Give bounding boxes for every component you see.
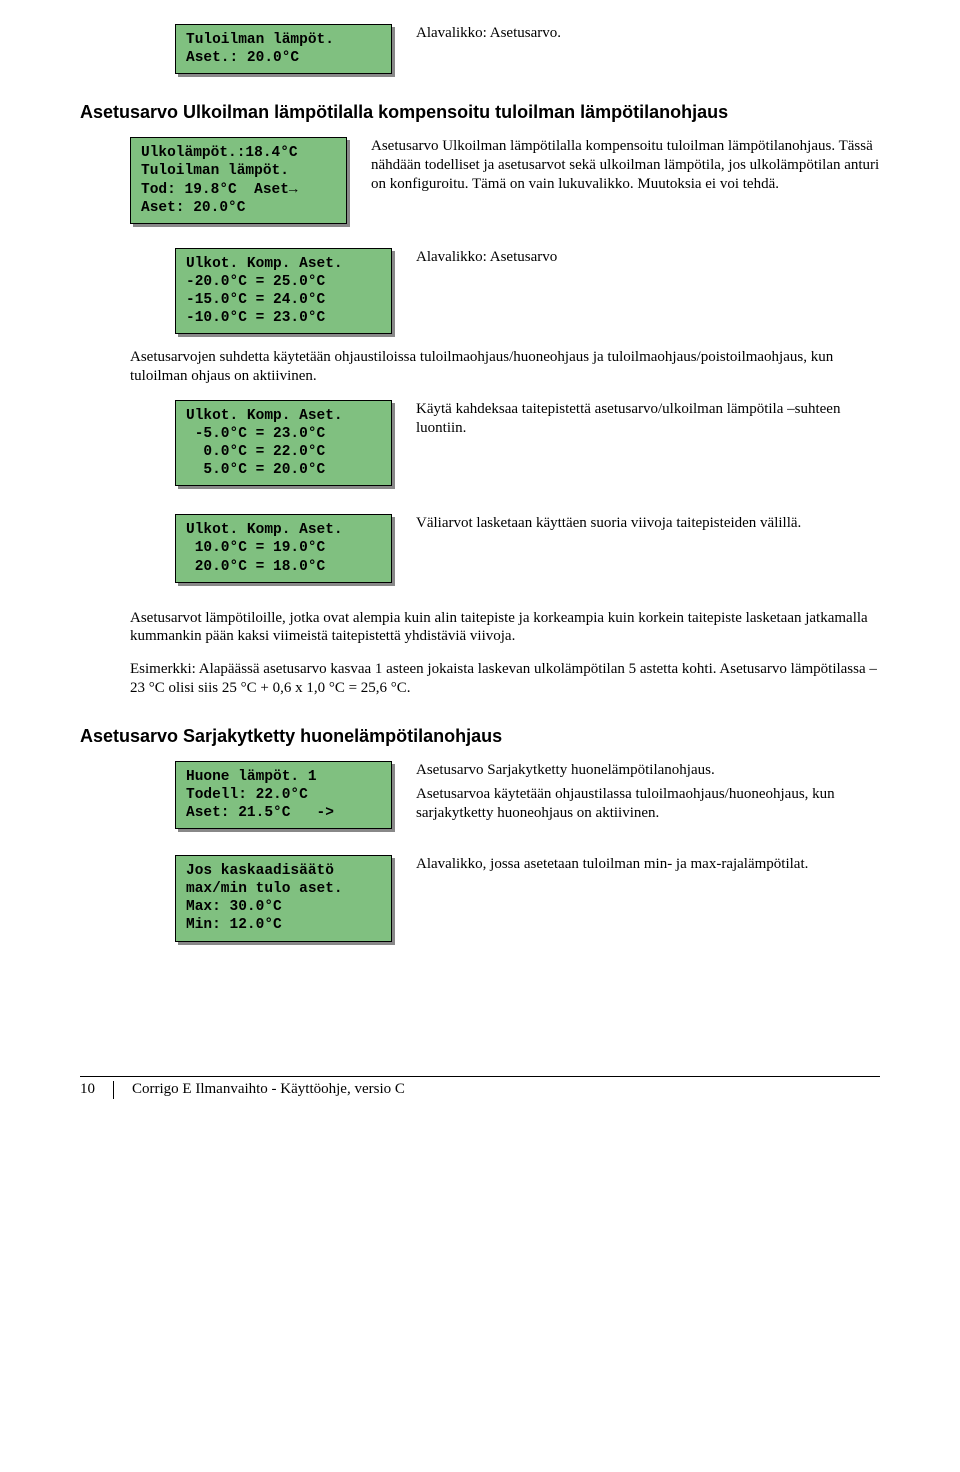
description-text: Väliarvot lasketaan käyttäen suoria viiv… <box>416 514 880 533</box>
section-heading: Asetusarvo Ulkoilman lämpötilalla kompen… <box>80 102 880 123</box>
description-text: Alavalikko, jossa asetetaan tuloilman mi… <box>416 855 880 874</box>
lcd-display: Huone lämpöt. 1 Todell: 22.0°C Aset: 21.… <box>175 761 392 829</box>
description-text: Asetusarvo Ulkoilman lämpötilalla kompen… <box>371 137 880 193</box>
lcd-display: Ulkolämpöt.:18.4°C Tuloilman lämpöt. Tod… <box>130 137 347 224</box>
lcd-display: Ulkot. Komp. Aset. -5.0°C = 23.0°C 0.0°C… <box>175 400 392 487</box>
lcd-display: Ulkot. Komp. Aset. 10.0°C = 19.0°C 20.0°… <box>175 514 392 582</box>
description-text: Alavalikko: Asetusarvo. <box>416 24 880 43</box>
footer-title: Corrigo E Ilmanvaihto - Käyttöohje, vers… <box>132 1081 405 1098</box>
section-heading: Asetusarvo Sarjakytketty huonelämpötilan… <box>80 726 880 747</box>
paragraph-text: Asetusarvojen suhdetta käytetään ohjaust… <box>130 348 880 386</box>
page-number: 10 <box>80 1081 95 1098</box>
description-text: Asetusarvoa käytetään ohjaustilassa tulo… <box>416 785 880 823</box>
page-footer: 10 Corrigo E Ilmanvaihto - Käyttöohje, v… <box>80 1076 880 1103</box>
lcd-display: Ulkot. Komp. Aset. -20.0°C = 25.0°C -15.… <box>175 248 392 335</box>
description-text: Käytä kahdeksaa taitepistettä asetusarvo… <box>416 400 880 438</box>
lcd-display: Tuloilman lämpöt. Aset.: 20.0°C <box>175 24 392 74</box>
paragraph-text: Esimerkki: Alapäässä asetusarvo kasvaa 1… <box>130 660 880 698</box>
lcd-display: Jos kaskaadisäätö max/min tulo aset. Max… <box>175 855 392 942</box>
description-text: Asetusarvo Sarjakytketty huonelämpötilan… <box>416 761 880 780</box>
description-text: Alavalikko: Asetusarvo <box>416 248 880 267</box>
paragraph-text: Asetusarvot lämpötiloille, jotka ovat al… <box>130 609 880 647</box>
